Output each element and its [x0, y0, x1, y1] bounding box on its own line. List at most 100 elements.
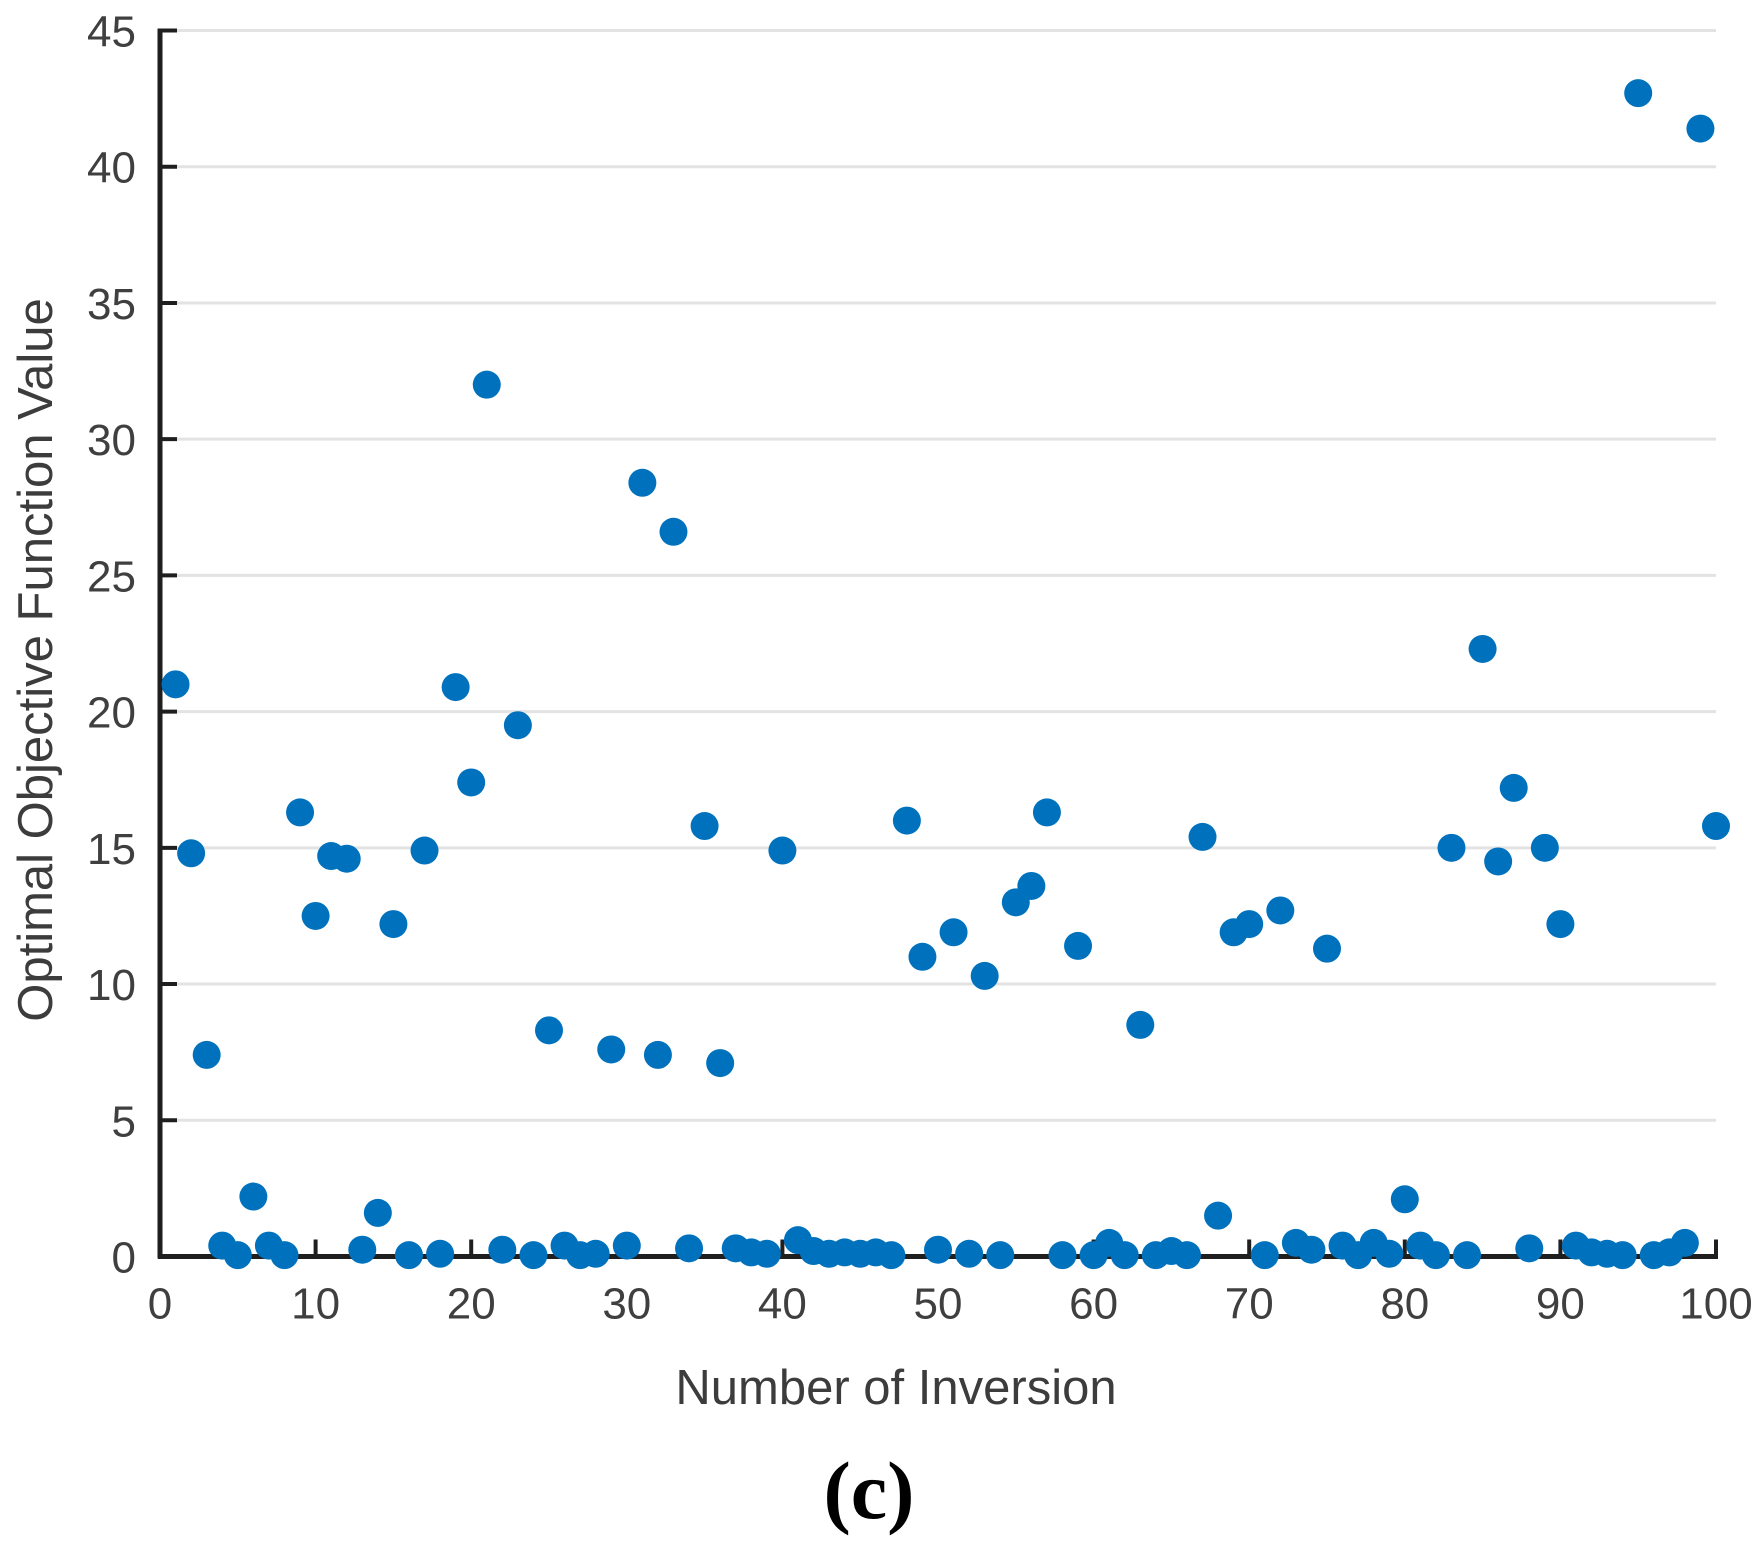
y-tick-label: 20 — [87, 689, 136, 738]
scatter-point — [1702, 812, 1730, 841]
scatter-point — [379, 910, 408, 939]
gridlines — [160, 29, 1716, 1122]
scatter-point — [1468, 634, 1497, 663]
scatter-point — [1686, 114, 1715, 143]
scatter-point — [955, 1239, 984, 1268]
scatter-point — [1110, 1241, 1139, 1270]
x-axis-label: Number of Inversion — [675, 1361, 1116, 1415]
scatter-point — [659, 517, 688, 546]
scatter-point — [1499, 773, 1528, 802]
x-tick-label: 40 — [758, 1280, 807, 1329]
scatter-point — [1188, 822, 1217, 851]
scatter-point — [1204, 1201, 1233, 1230]
scatter-point — [177, 839, 206, 868]
y-tick-label: 40 — [87, 144, 136, 193]
scatter-point — [472, 370, 501, 399]
y-tick-label: 15 — [87, 825, 136, 874]
scatter-point — [1437, 833, 1466, 862]
scatter-point — [939, 918, 968, 947]
scatter-point — [488, 1235, 517, 1264]
y-tick-label: 45 — [87, 8, 136, 57]
scatter-point — [1126, 1010, 1155, 1039]
scatter-point — [908, 942, 937, 971]
scatter-point — [410, 836, 439, 865]
scatter-point — [768, 836, 797, 865]
scatter-point — [223, 1241, 252, 1270]
x-tick-label: 20 — [447, 1280, 496, 1329]
scatter-point — [161, 670, 190, 699]
scatter-point — [581, 1239, 610, 1268]
x-tick-label: 70 — [1225, 1280, 1274, 1329]
scatter-point — [612, 1231, 641, 1260]
x-tick-label: 100 — [1679, 1280, 1752, 1329]
tick-labels: 0 5 10 15 20 25 30 35 40 45 0 10 20 30 40 50 60 70 80 90 100 — [87, 8, 1753, 1329]
scatter-point — [877, 1241, 906, 1270]
scatter-points — [161, 79, 1730, 1270]
scatter-point — [270, 1241, 299, 1270]
scatter-point — [1250, 1241, 1279, 1270]
x-tick-label: 30 — [602, 1280, 651, 1329]
scatter-point — [1670, 1228, 1699, 1257]
scatter-point — [1297, 1235, 1326, 1264]
scatter-point — [1064, 931, 1093, 960]
scatter-point — [675, 1234, 704, 1263]
scatter-point — [332, 844, 361, 873]
scatter-point — [924, 1235, 952, 1264]
scatter-point — [970, 961, 999, 990]
scatter-point — [643, 1040, 672, 1069]
scatter-point — [1515, 1234, 1544, 1263]
scatter-point — [348, 1235, 377, 1264]
scatter-point — [1032, 798, 1061, 827]
scatter-point — [597, 1035, 626, 1064]
x-tick-label: 80 — [1380, 1280, 1429, 1329]
scatter-point — [752, 1239, 781, 1268]
scatter-point — [1421, 1241, 1450, 1270]
x-tick-label: 60 — [1069, 1280, 1118, 1329]
y-axis-label: Optimal Objective Function Value — [9, 298, 63, 1022]
scatter-point — [1375, 1239, 1404, 1268]
scatter-point — [301, 901, 330, 930]
x-tick-label: 90 — [1536, 1280, 1585, 1329]
scatter-point — [1484, 847, 1513, 876]
scatter-point — [457, 768, 486, 797]
y-tick-label: 0 — [112, 1234, 136, 1283]
y-tick-label: 30 — [87, 416, 136, 465]
scatter-point — [1608, 1241, 1637, 1270]
scatter-point — [519, 1241, 548, 1270]
scatter-point — [986, 1241, 1015, 1270]
scatter-point — [1017, 871, 1046, 900]
y-tick-label: 35 — [87, 280, 136, 329]
scatter-point — [1546, 910, 1575, 939]
scatter-point — [1048, 1241, 1077, 1270]
scatter-point — [286, 798, 315, 827]
scatter-point — [426, 1239, 455, 1268]
figure-caption: (c) — [823, 1445, 914, 1536]
y-tick-label: 10 — [87, 961, 136, 1010]
scatter-point — [892, 806, 921, 835]
scatter-point — [690, 812, 719, 841]
scatter-point — [706, 1049, 735, 1078]
y-tick-label: 25 — [87, 552, 136, 601]
scatter-point — [503, 711, 532, 740]
x-tick-label: 0 — [148, 1280, 172, 1329]
scatter-point — [441, 673, 470, 702]
scatter-point — [1313, 934, 1341, 963]
scatter-point — [1235, 910, 1264, 939]
scatter-point — [1530, 833, 1559, 862]
scatter-point — [1624, 79, 1653, 108]
scatter-point — [535, 1016, 563, 1045]
x-tick-label: 50 — [914, 1280, 963, 1329]
scatter-point — [1172, 1241, 1201, 1270]
scatter-point — [239, 1182, 268, 1211]
scatter-point — [1453, 1241, 1482, 1270]
scatter-point — [192, 1040, 221, 1069]
y-tick-label: 5 — [112, 1097, 136, 1146]
scatter-point — [1266, 896, 1295, 925]
scatter-point — [363, 1198, 392, 1227]
scatter-point — [628, 468, 657, 497]
scatter-point — [394, 1241, 423, 1270]
x-tick-label: 10 — [291, 1280, 340, 1329]
scatter-point — [1390, 1185, 1419, 1214]
